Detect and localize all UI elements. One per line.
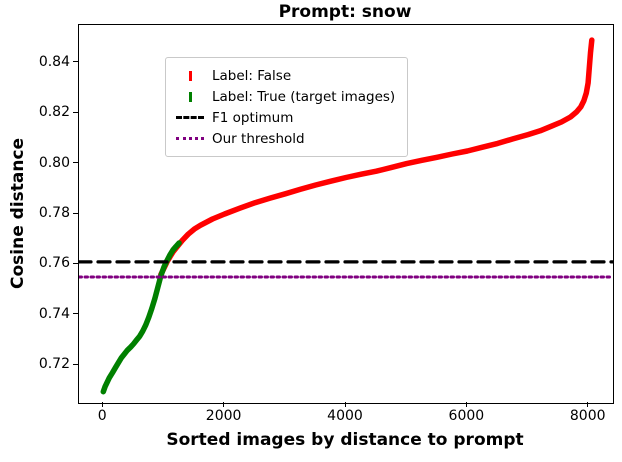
x-tick-label: 2000 (205, 408, 242, 424)
legend-label: Our threshold (212, 130, 305, 147)
legend-label: Label: True (target images) (212, 88, 396, 105)
x-tick-label: 0 (97, 408, 107, 424)
y-tick-mark (73, 111, 78, 113)
true-tick-marker-icon (175, 91, 205, 102)
y-tick-mark (73, 313, 78, 315)
x-tick-label: 6000 (448, 408, 485, 424)
legend: Label: False Label: True (target images)… (165, 57, 409, 157)
x-tick-mark (101, 402, 103, 407)
dashed-line-marker-icon (175, 116, 205, 119)
x-tick-mark (465, 402, 468, 407)
y-tick-label: 0.74 (38, 305, 70, 322)
x-tick-mark (223, 402, 225, 407)
y-tick-mark (73, 61, 78, 63)
x-tick-label: 4000 (327, 408, 363, 424)
false-tick-marker-icon (175, 70, 205, 81)
x-axis-label: Sorted images by distance to prompt (166, 430, 524, 450)
x-tick-mark (344, 402, 346, 407)
y-tick-mark (73, 363, 78, 365)
y-tick-label: 0.78 (38, 205, 70, 221)
y-tick-mark (73, 262, 78, 265)
x-tick-mark (587, 402, 589, 407)
chart-title: Prompt: snow (278, 2, 412, 22)
legend-item-threshold: Our threshold (175, 128, 395, 149)
x-tick-label: 8000 (569, 408, 606, 424)
y-tick-label: 0.76 (38, 255, 70, 272)
legend-item-f1: F1 optimum (175, 107, 395, 128)
legend-item-true: Label: True (target images) (175, 86, 395, 107)
y-tick-label: 0.84 (38, 53, 70, 70)
legend-label: Label: False (212, 67, 292, 84)
y-tick-mark (73, 162, 78, 164)
plot-area: Label: False Label: True (target images)… (78, 24, 614, 404)
y-tick-mark (73, 212, 78, 214)
legend-item-false: Label: False (175, 65, 395, 86)
legend-label: F1 optimum (212, 109, 294, 126)
y-tick-label: 0.80 (38, 154, 70, 171)
dotted-line-marker-icon (175, 137, 205, 140)
y-tick-label: 0.72 (38, 356, 70, 373)
y-tick-label: 0.82 (38, 104, 70, 121)
chart-svg (79, 37, 613, 395)
